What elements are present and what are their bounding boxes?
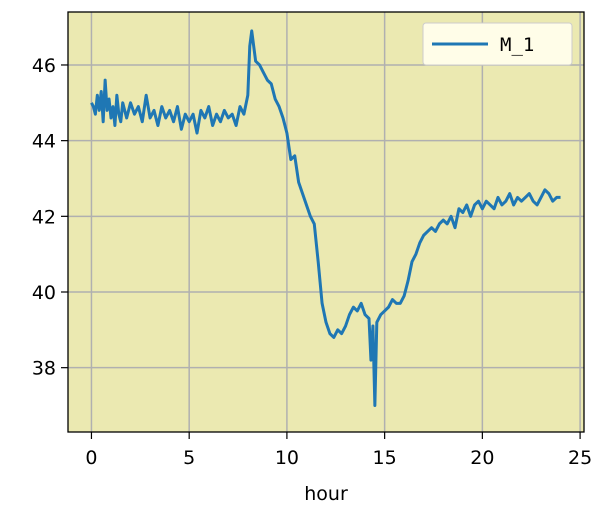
y-tick-label: 40 bbox=[32, 282, 56, 304]
x-tick-label: 20 bbox=[470, 447, 494, 469]
legend-label-m1: M_1 bbox=[500, 34, 534, 56]
y-tick-label: 44 bbox=[32, 131, 56, 153]
x-tick-label: 0 bbox=[85, 447, 97, 469]
legend: M_1 bbox=[423, 23, 572, 65]
y-tick-label: 46 bbox=[32, 55, 56, 77]
y-tick-label: 42 bbox=[32, 206, 56, 228]
plot-area bbox=[68, 12, 584, 432]
x-tick-label: 10 bbox=[275, 447, 299, 469]
y-tick-label: 38 bbox=[32, 358, 56, 380]
x-tick-label: 15 bbox=[373, 447, 397, 469]
x-tick-label: 5 bbox=[183, 447, 195, 469]
x-tick-label: 25 bbox=[568, 447, 592, 469]
x-axis-title: hour bbox=[304, 483, 348, 505]
